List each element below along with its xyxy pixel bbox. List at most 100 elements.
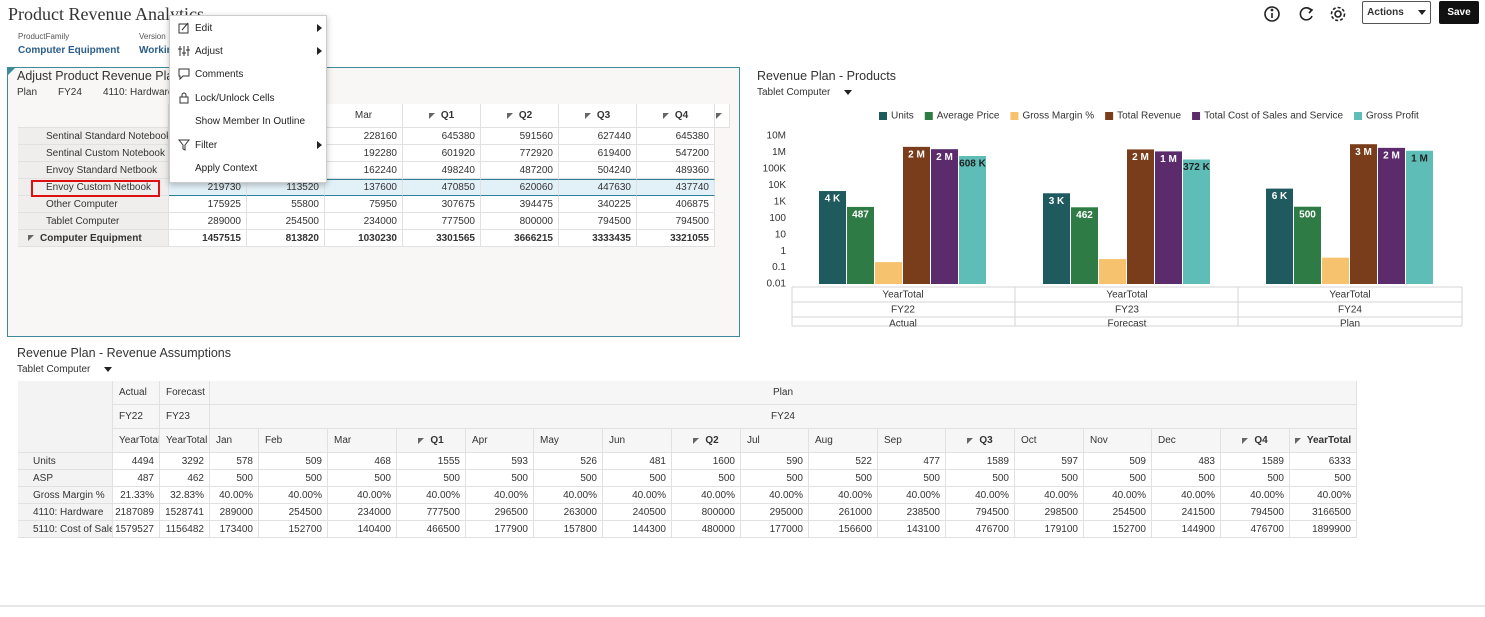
data-cell: 1156482: [160, 521, 210, 538]
data-cell: 144900: [1152, 521, 1221, 538]
column-header: Aug: [809, 429, 878, 453]
data-cell[interactable]: 3666215: [481, 230, 559, 247]
settings-icon[interactable]: [1334, 10, 1342, 18]
data-cell: 152700: [1084, 521, 1152, 538]
data-cell: 40.00%: [1084, 487, 1152, 504]
data-cell[interactable]: 591560: [481, 128, 559, 145]
actions-button[interactable]: Actions: [1362, 1, 1431, 24]
data-cell[interactable]: 175925: [169, 196, 247, 213]
x-group-label: FY24: [1338, 305, 1362, 316]
menu-item[interactable]: Lock/Unlock Cells: [170, 87, 326, 109]
data-cell[interactable]: 489360: [637, 162, 715, 179]
data-cell[interactable]: 162240: [325, 162, 403, 179]
bar: [1322, 257, 1349, 284]
legend-label: Total Cost of Sales and Service: [1204, 111, 1343, 122]
data-cell: 500: [603, 470, 672, 487]
save-button[interactable]: Save: [1439, 1, 1479, 24]
panel-marker: [7, 67, 16, 76]
data-label: 2 M: [1383, 151, 1400, 162]
column-header: YearTotal: [160, 429, 210, 453]
menu-item[interactable]: Comments: [170, 63, 326, 85]
y-tick-label: 0.01: [767, 279, 787, 290]
x-group-label: FY22: [891, 305, 915, 316]
data-cell: 477: [878, 453, 946, 470]
data-cell[interactable]: 137600: [325, 179, 403, 196]
refresh-icon[interactable]: [1299, 7, 1313, 21]
menu-item[interactable]: Adjust: [170, 40, 326, 62]
data-cell[interactable]: 601920: [403, 145, 481, 162]
column-header: FY24: [210, 405, 1357, 429]
menu-label: Comments: [195, 68, 244, 80]
info-icon[interactable]: [1264, 6, 1280, 22]
data-label: 3 K: [1049, 196, 1065, 207]
data-cell[interactable]: 3333435: [559, 230, 637, 247]
bar: [1266, 188, 1293, 284]
member-selector[interactable]: Tablet Computer: [757, 87, 852, 98]
data-cell: 500: [741, 470, 809, 487]
data-cell: 143100: [878, 521, 946, 538]
column-header: Q3: [946, 429, 1015, 453]
data-cell[interactable]: 3321055: [637, 230, 715, 247]
column-header: Q2: [672, 429, 741, 453]
data-cell[interactable]: 1030230: [325, 230, 403, 247]
column-header: Oct: [1015, 429, 1084, 453]
data-label: 1 M: [1160, 154, 1177, 165]
data-cell[interactable]: 307675: [403, 196, 481, 213]
data-cell[interactable]: 234000: [325, 213, 403, 230]
menu-item[interactable]: Edit: [170, 17, 326, 39]
data-cell: 500: [210, 470, 259, 487]
data-label: 4 K: [825, 194, 841, 205]
data-cell[interactable]: 75950: [325, 196, 403, 213]
data-cell[interactable]: 1457515: [169, 230, 247, 247]
data-cell[interactable]: 487200: [481, 162, 559, 179]
menu-item[interactable]: Apply Context: [170, 157, 326, 179]
data-cell[interactable]: 504240: [559, 162, 637, 179]
data-cell[interactable]: 254500: [247, 213, 325, 230]
data-cell[interactable]: 498240: [403, 162, 481, 179]
bar: [1378, 147, 1405, 284]
row-header: 5110: Cost of Sales: [18, 521, 113, 538]
data-cell[interactable]: 547200: [637, 145, 715, 162]
member-selector[interactable]: Tablet Computer: [17, 364, 112, 375]
data-cell[interactable]: 777500: [403, 213, 481, 230]
data-cell[interactable]: 470850: [403, 179, 481, 196]
data-cell: 590: [741, 453, 809, 470]
data-cell[interactable]: 772920: [481, 145, 559, 162]
data-cell[interactable]: 645380: [403, 128, 481, 145]
menu-label: Adjust: [195, 45, 223, 57]
data-cell[interactable]: 228160: [325, 128, 403, 145]
data-cell[interactable]: 289000: [169, 213, 247, 230]
data-cell[interactable]: 406875: [637, 196, 715, 213]
data-cell[interactable]: 3301565: [403, 230, 481, 247]
data-cell[interactable]: 192280: [325, 145, 403, 162]
column-header: YearTotal: [1290, 429, 1357, 453]
corner-cell: [18, 104, 169, 128]
corner-cell: [18, 381, 113, 453]
data-cell[interactable]: 437740: [637, 179, 715, 196]
pov-value[interactable]: Computer Equipment: [18, 45, 120, 56]
x-tick-label: YearTotal: [1329, 290, 1370, 301]
page-title: Product Revenue Analytics: [8, 4, 204, 24]
data-cell[interactable]: 340225: [559, 196, 637, 213]
data-cell[interactable]: 55800: [247, 196, 325, 213]
data-cell: 241500: [1152, 504, 1221, 521]
menu-item[interactable]: Show Member In Outline: [170, 110, 326, 132]
data-label: 2 M: [908, 149, 925, 160]
data-cell[interactable]: 620060: [481, 179, 559, 196]
data-cell: 21.33%: [113, 487, 160, 504]
data-cell[interactable]: 800000: [481, 213, 559, 230]
data-cell[interactable]: 619400: [559, 145, 637, 162]
menu-item[interactable]: Filter: [170, 134, 326, 156]
column-header: Mar: [325, 104, 403, 128]
data-cell: 40.00%: [1290, 487, 1357, 504]
data-cell[interactable]: 627440: [559, 128, 637, 145]
data-cell[interactable]: 794500: [559, 213, 637, 230]
data-cell: 794500: [946, 504, 1015, 521]
data-cell[interactable]: 794500: [637, 213, 715, 230]
x-tick-label: YearTotal: [882, 290, 923, 301]
data-cell[interactable]: 813820: [247, 230, 325, 247]
data-cell[interactable]: 447630: [559, 179, 637, 196]
data-cell[interactable]: 394475: [481, 196, 559, 213]
pov-value[interactable]: Working: [139, 45, 179, 56]
data-cell[interactable]: 645380: [637, 128, 715, 145]
